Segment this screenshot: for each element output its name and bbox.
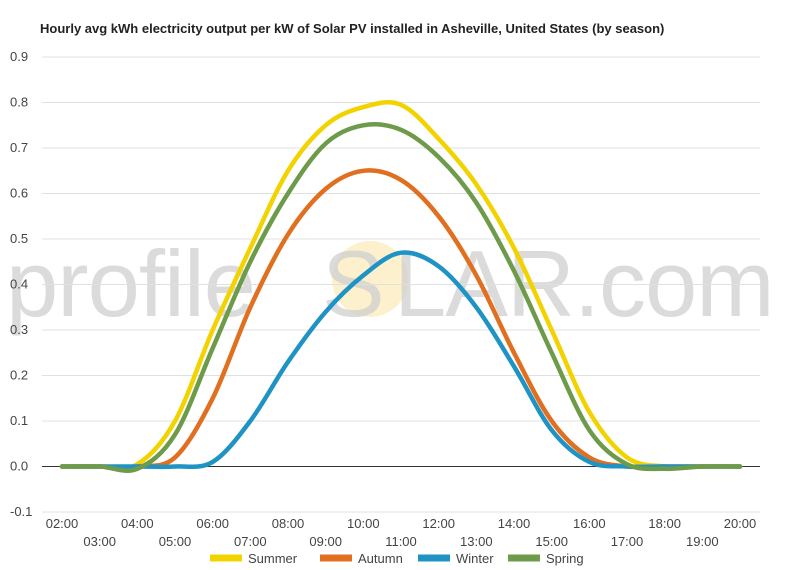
y-tick-label: 0.5 — [10, 231, 28, 246]
y-tick-label: 0.0 — [10, 459, 28, 474]
series-line-spring — [59, 122, 743, 473]
legend-swatch — [210, 554, 242, 562]
x-tick-label: 10:00 — [347, 516, 380, 531]
legend-swatch — [508, 554, 540, 562]
y-tick-label: 0.7 — [10, 140, 28, 155]
x-tick-label: 13:00 — [460, 534, 493, 549]
series-line-summer — [59, 100, 743, 471]
x-tick-label: 20:00 — [724, 516, 757, 531]
y-tick-label: 0.1 — [10, 413, 28, 428]
chart-title: Hourly avg kWh electricity output per kW… — [40, 21, 664, 36]
legend-label: Autumn — [358, 551, 403, 566]
y-tick-label: 0.9 — [10, 49, 28, 64]
x-tick-label: 16:00 — [573, 516, 606, 531]
legend-label: Spring — [546, 551, 584, 566]
y-tick-label: 0.8 — [10, 95, 28, 110]
legend-item-summer[interactable]: Summer — [210, 551, 298, 566]
x-axis: 02:00 03:00 04:00 05:00 06:00 07:00 08:00 09:00… — [46, 516, 757, 549]
x-tick-label: 17:00 — [611, 534, 644, 549]
x-tick-label: 06:00 — [196, 516, 229, 531]
legend-swatch — [418, 554, 450, 562]
x-tick-label: 09:00 — [309, 534, 342, 549]
grid — [42, 56, 760, 513]
legend-label: Summer — [248, 551, 298, 566]
legend-item-spring[interactable]: Spring — [508, 551, 584, 566]
legend[interactable]: Summer Autumn Winter Spring — [210, 551, 584, 566]
x-tick-label: 02:00 — [46, 516, 79, 531]
y-tick-label: 0.3 — [10, 322, 28, 337]
y-axis: -0.1 0.0 0.1 0.2 0.3 0.4 0.5 0.6 0.7 0.8 0.9 — [10, 49, 32, 519]
x-tick-label: 11:00 — [385, 534, 417, 549]
x-tick-label: 14:00 — [498, 516, 531, 531]
y-tick-label: 0.4 — [10, 277, 28, 292]
legend-item-winter[interactable]: Winter — [418, 551, 494, 566]
y-tick-label: -0.1 — [10, 504, 32, 519]
watermark-text-right: LAR.com — [394, 231, 774, 336]
x-tick-label: 19:00 — [686, 534, 719, 549]
legend-item-autumn[interactable]: Autumn — [320, 551, 403, 566]
series-lines — [59, 100, 743, 473]
y-tick-label: 0.6 — [10, 186, 28, 201]
watermark-text-left: profile — [6, 231, 255, 336]
x-tick-label: 18:00 — [648, 516, 681, 531]
x-tick-label: 04:00 — [121, 516, 154, 531]
y-tick-label: 0.2 — [10, 368, 28, 383]
x-tick-label: 05:00 — [159, 534, 192, 549]
x-tick-label: 07:00 — [234, 534, 267, 549]
legend-swatch — [320, 554, 352, 562]
x-tick-label: 12:00 — [422, 516, 455, 531]
watermark: profile S LAR.com — [6, 231, 775, 336]
x-tick-label: 03:00 — [83, 534, 116, 549]
watermark-sun — [332, 241, 408, 317]
x-tick-label: 08:00 — [272, 516, 305, 531]
legend-label: Winter — [456, 551, 494, 566]
x-tick-label: 15:00 — [535, 534, 568, 549]
